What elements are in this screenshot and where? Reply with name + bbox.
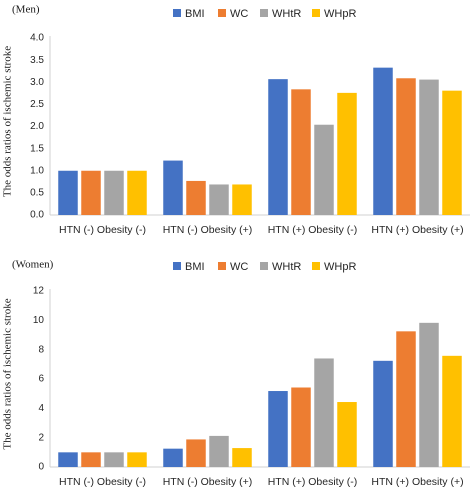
legend: BMI WC WHtR WHpR — [173, 8, 356, 20]
bar-whpr — [337, 402, 357, 467]
bar-wc — [396, 78, 416, 215]
bar-bmi — [58, 452, 78, 467]
y-tick-label: 0.5 — [30, 188, 44, 199]
bar-whtr — [314, 358, 334, 467]
bar-wc — [81, 170, 101, 215]
bar-bmi — [163, 160, 183, 215]
legend-swatch-bmi — [173, 262, 181, 270]
bar-wc — [186, 180, 206, 215]
y-tick-label: 2 — [38, 432, 44, 443]
y-tick-label: 12 — [33, 286, 45, 297]
bar-whtr — [419, 322, 439, 467]
bar-bmi — [163, 448, 183, 467]
x-tick-label: HTN (+) Obesity (+) — [371, 224, 463, 236]
y-tick-label: 0.0 — [30, 210, 44, 221]
y-tick-label: 2.5 — [30, 99, 44, 110]
bar-bmi — [373, 67, 393, 216]
bar-bmi — [268, 391, 288, 467]
x-tick-label: HTN (+) Obesity (+) — [371, 476, 463, 488]
y-tick-label: 1.0 — [30, 165, 44, 176]
bar-wc — [291, 89, 311, 215]
panel-label: (Women) — [12, 259, 54, 271]
bar-whtr — [314, 124, 334, 215]
legend: BMI WC WHtR WHpR — [173, 261, 356, 273]
legend-label-whpr: WHpR — [324, 8, 356, 20]
x-tick-label: HTN (-) Obesity (+) — [163, 224, 253, 236]
x-tick-label: HTN (+) Obesity (-) — [268, 476, 358, 488]
legend-label-wc: WC — [230, 261, 248, 273]
bar-whtr — [209, 435, 229, 467]
y-tick-label: 2.0 — [30, 121, 44, 132]
bar-whtr — [104, 170, 124, 215]
bar-bmi — [373, 360, 393, 467]
x-tick-label: HTN (+) Obesity (-) — [268, 224, 358, 236]
y-axis-label: The odds ratios of ischemic stroke — [2, 46, 14, 197]
bar-wc — [396, 331, 416, 467]
y-tick-label: 3.0 — [30, 77, 44, 88]
bar-whpr — [337, 92, 357, 215]
bar-whpr — [232, 184, 252, 215]
bar-wc — [81, 452, 101, 467]
bar-whtr — [104, 452, 124, 467]
y-tick-label: 0 — [38, 462, 44, 473]
bar-wc — [186, 439, 206, 467]
bar-bmi — [58, 170, 78, 215]
bar-whtr — [209, 184, 229, 215]
legend-label-whpr: WHpR — [324, 261, 356, 273]
legend-swatch-bmi — [173, 9, 181, 17]
legend-label-wc: WC — [230, 8, 248, 20]
legend-label-whtr: WHtR — [272, 261, 301, 273]
y-tick-label: 4 — [38, 403, 44, 414]
y-tick-label: 10 — [33, 315, 45, 326]
y-tick-label: 8 — [38, 344, 44, 355]
x-tick-label: HTN (-) Obesity (-) — [59, 224, 146, 236]
chart-panel-2: (Women) BMI WC WHtR WHpR The odds ratios of i… — [2, 259, 470, 488]
y-tick-label: 3.5 — [30, 55, 44, 66]
legend-label-whtr: WHtR — [272, 8, 301, 20]
legend-swatch-whtr — [260, 262, 268, 270]
bar-whpr — [442, 355, 462, 467]
legend-swatch-whpr — [312, 262, 320, 270]
y-axis-label: The odds ratios of ischemic stroke — [2, 298, 14, 449]
bar-whpr — [232, 448, 252, 467]
y-tick-label: 4.0 — [30, 33, 44, 44]
y-tick-label: 6 — [38, 374, 44, 385]
legend-swatch-wc — [218, 262, 226, 270]
legend-label-bmi: BMI — [185, 8, 205, 20]
legend-swatch-whtr — [260, 9, 268, 17]
x-tick-label: HTN (-) Obesity (+) — [163, 476, 253, 488]
legend-label-bmi: BMI — [185, 261, 205, 273]
legend-swatch-wc — [218, 9, 226, 17]
y-tick-label: 1.5 — [30, 143, 44, 154]
chart-panel-1: (Men) BMI WC WHtR WHpR The odds ratios of isc… — [2, 4, 470, 236]
panel-label: (Men) — [12, 4, 40, 16]
bar-whpr — [127, 170, 147, 215]
x-tick-label: HTN (-) Obesity (-) — [59, 476, 146, 488]
bar-wc — [291, 387, 311, 467]
bar-whtr — [419, 79, 439, 215]
bar-bmi — [268, 79, 288, 215]
bar-whpr — [127, 452, 147, 467]
bar-whpr — [442, 90, 462, 215]
legend-swatch-whpr — [312, 9, 320, 17]
